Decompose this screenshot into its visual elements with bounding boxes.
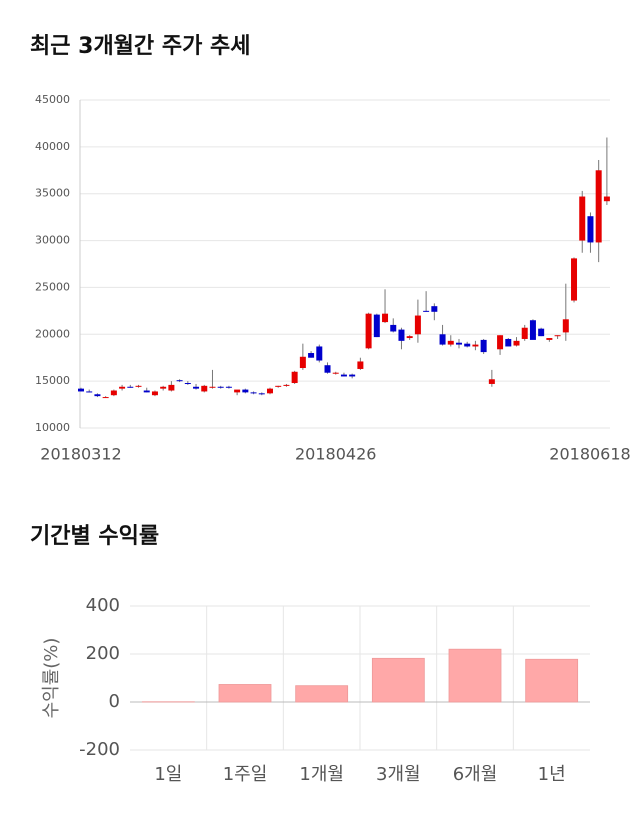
- candle-body: [242, 390, 248, 393]
- candle-body: [546, 338, 552, 340]
- candle-body: [86, 391, 92, 392]
- candle-body: [357, 361, 363, 368]
- candle-body: [308, 353, 314, 358]
- bar: [296, 686, 348, 702]
- candle-body: [111, 391, 117, 396]
- candle-body: [530, 320, 536, 340]
- x-tick-label: 20180426: [295, 445, 376, 464]
- x-tick-label: 1개월: [299, 764, 344, 785]
- candle-body: [349, 375, 355, 377]
- candle-body: [587, 216, 593, 242]
- candle-body: [382, 314, 388, 322]
- chart-title: 최근 3개월간 주가 추세: [30, 34, 250, 59]
- candle-body: [415, 316, 421, 335]
- candle-body: [489, 379, 495, 384]
- candle-body: [481, 340, 487, 352]
- x-tick-label: 20180618: [549, 445, 630, 464]
- candle-body: [579, 197, 585, 241]
- candle-body: [472, 345, 478, 347]
- candle-body: [341, 375, 347, 377]
- candle-body: [234, 390, 240, 393]
- candle-body: [440, 334, 446, 344]
- candle-body: [538, 329, 544, 336]
- candle-body: [456, 343, 462, 345]
- candle-body: [555, 335, 561, 336]
- candle-body: [160, 387, 166, 389]
- candle-body: [374, 315, 380, 337]
- candle-body: [103, 397, 109, 398]
- x-tick-label: 1년: [538, 764, 566, 785]
- candle-body: [259, 393, 265, 394]
- bar: [449, 649, 501, 702]
- candle-body: [283, 385, 289, 386]
- x-tick-label: 1일: [154, 764, 182, 785]
- candle-body: [300, 357, 306, 368]
- bar: [526, 659, 578, 702]
- y-axis-label: 수익률(%): [41, 638, 62, 719]
- y-tick-label: 35000: [35, 187, 70, 200]
- candle-body: [119, 387, 125, 389]
- y-tick-label: 200: [86, 643, 120, 664]
- x-tick-label: 1주일: [223, 764, 268, 785]
- bar: [219, 684, 271, 702]
- candle-body: [136, 386, 142, 387]
- candle-body: [563, 319, 569, 332]
- candle-body: [201, 386, 207, 392]
- candle-body: [177, 380, 183, 381]
- y-tick-label: 25000: [35, 280, 70, 293]
- candle-body: [168, 385, 174, 391]
- candle-body: [275, 386, 281, 387]
- candle-body: [316, 346, 322, 360]
- candle-body: [366, 314, 372, 349]
- candle-body: [571, 258, 577, 300]
- y-tick-label: 400: [86, 595, 120, 616]
- candle-body: [390, 325, 396, 332]
- candle-body: [505, 339, 511, 346]
- y-tick-label: 10000: [35, 421, 70, 434]
- y-tick-label: 40000: [35, 140, 70, 153]
- candle-body: [604, 197, 610, 202]
- chart-title: 기간별 수익률: [30, 524, 159, 549]
- x-tick-label: 6개월: [453, 764, 498, 785]
- candle-body: [193, 387, 199, 389]
- candle-body: [144, 391, 150, 393]
- candle-body: [514, 341, 520, 346]
- candle-body: [127, 387, 133, 388]
- candle-body: [596, 170, 602, 242]
- candle-body: [292, 372, 298, 383]
- candle-body: [185, 383, 191, 384]
- bar: [372, 658, 424, 702]
- candle-body: [152, 391, 158, 395]
- y-tick-label: 15000: [35, 374, 70, 387]
- candle-body: [94, 394, 100, 396]
- candle-body: [333, 373, 339, 374]
- candle-body: [78, 389, 84, 392]
- candle-body: [431, 306, 437, 312]
- candle-body: [423, 311, 429, 312]
- y-tick-label: -200: [79, 739, 120, 760]
- x-tick-label: 20180312: [40, 445, 121, 464]
- candle-body: [448, 341, 454, 345]
- candle-body: [251, 392, 257, 393]
- candle-body: [497, 335, 503, 349]
- candle-body: [209, 387, 215, 388]
- candle-body: [464, 344, 470, 347]
- y-tick-label: 30000: [35, 234, 70, 247]
- candle-body: [218, 387, 224, 388]
- y-tick-label: 20000: [35, 327, 70, 340]
- candle-body: [267, 389, 273, 394]
- candle-body: [522, 328, 528, 339]
- y-tick-label: 45000: [35, 93, 70, 106]
- candle-body: [226, 387, 232, 388]
- candle-body: [325, 365, 331, 372]
- candle-body: [407, 336, 413, 338]
- y-tick-label: 0: [109, 691, 120, 712]
- x-tick-label: 3개월: [376, 764, 421, 785]
- candle-body: [398, 330, 404, 341]
